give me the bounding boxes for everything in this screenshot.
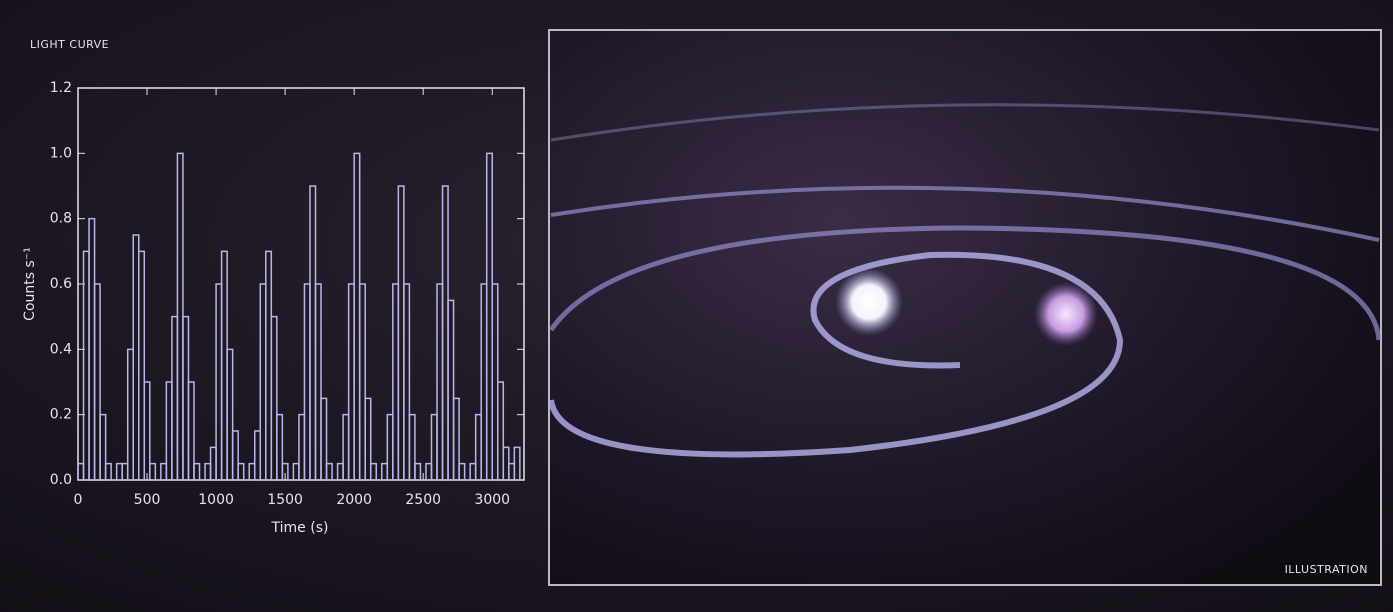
bin <box>369 462 378 480</box>
illustration-frame <box>548 29 1382 586</box>
bin <box>452 397 460 480</box>
bin <box>320 397 328 480</box>
x-tick-label: 3000 <box>474 492 510 508</box>
y-tick-label: 0.4 <box>50 341 72 357</box>
wave-ring <box>550 185 1380 242</box>
x-tick-label: 1000 <box>198 492 234 508</box>
bin <box>187 381 195 480</box>
bin <box>364 397 372 480</box>
bin <box>99 413 107 480</box>
bin <box>270 315 278 480</box>
x-tick-label: 1500 <box>267 492 303 508</box>
bin <box>458 462 466 480</box>
bin <box>237 462 245 480</box>
bin <box>358 283 366 480</box>
bin <box>414 462 422 480</box>
inspiral-orbit <box>548 251 1124 458</box>
white-dwarf <box>1034 282 1098 346</box>
bin <box>143 381 151 480</box>
bin <box>104 462 112 480</box>
bin <box>497 381 505 480</box>
bin <box>226 348 234 480</box>
bin <box>281 462 289 480</box>
y-tick-label: 0.0 <box>50 472 72 488</box>
y-tick-label: 0.2 <box>50 407 72 423</box>
y-tick-label: 1.2 <box>50 80 72 96</box>
x-tick-label: 0 <box>74 492 83 508</box>
illustration-label: ILLUSTRATION <box>1285 563 1368 576</box>
panel-label: LIGHT CURVE <box>30 38 109 51</box>
y-tick-label: 0.6 <box>50 276 72 292</box>
bin <box>149 462 157 480</box>
y-axis-label: Counts s⁻¹ <box>22 247 38 321</box>
y-tick-label: 0.8 <box>50 211 72 227</box>
x-axis-label: Time (s) <box>271 520 329 536</box>
bin <box>93 283 101 480</box>
x-tick-label: 2000 <box>336 492 372 508</box>
illustration: ILLUSTRATION <box>548 29 1382 586</box>
x-tick-label: 500 <box>134 492 161 508</box>
y-tick-label: 1.0 <box>50 145 72 161</box>
wave-ring <box>548 225 1382 341</box>
bin <box>193 462 201 480</box>
white-dwarf <box>835 268 903 336</box>
bin <box>231 430 239 480</box>
light-curve-plot: Time (s) Counts s⁻¹ 0.0 0.2 0.4 0.6 0.8 1.0 1.… <box>22 80 525 536</box>
bin <box>403 283 411 480</box>
x-tick-label: 2500 <box>405 492 441 508</box>
wave-ring <box>550 103 1380 142</box>
bin <box>276 413 284 480</box>
bin <box>138 250 146 480</box>
bin <box>325 462 333 480</box>
bin <box>314 283 322 480</box>
bin <box>408 413 416 480</box>
bin <box>513 446 521 480</box>
bin <box>447 299 455 480</box>
